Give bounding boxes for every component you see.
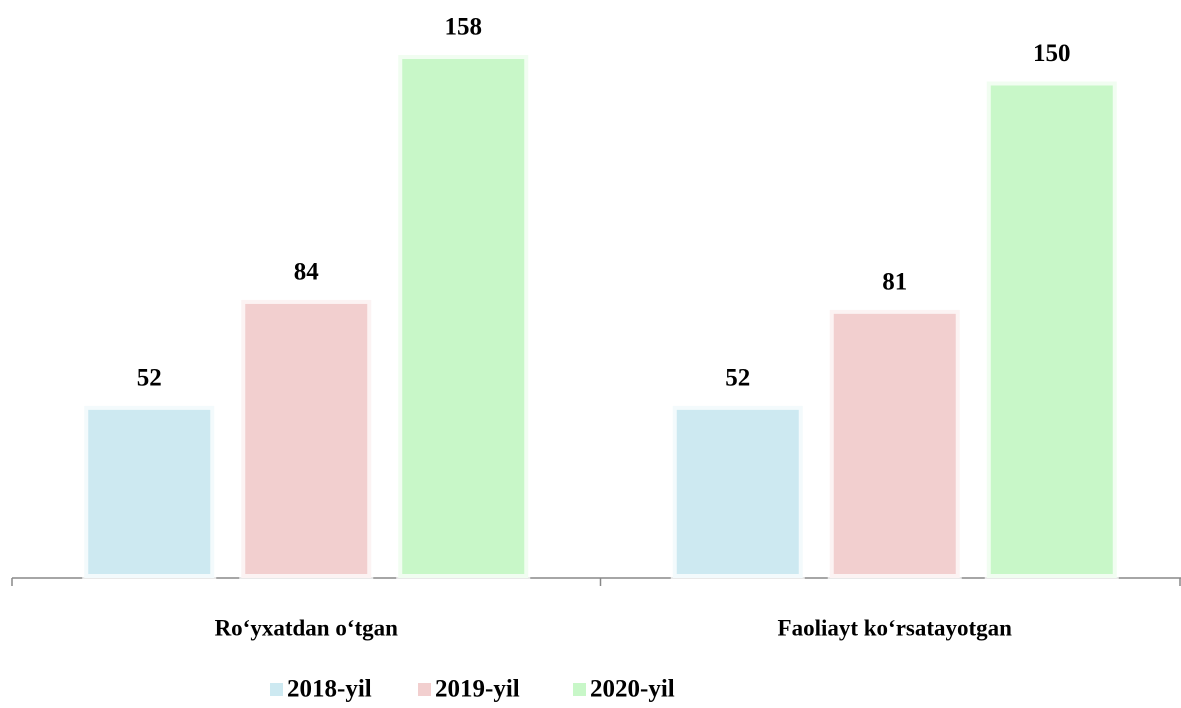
bar-bevel xyxy=(239,297,374,580)
x-tick-label: Faoliayt ko‘rsatayotgan xyxy=(778,615,1013,640)
x-tick-label: Ro‘yxatdan o‘tgan xyxy=(215,615,399,640)
legend-label: 2020-yil xyxy=(590,676,675,703)
bar-bevel xyxy=(396,53,531,580)
bar-fill xyxy=(84,405,215,578)
data-label: 81 xyxy=(882,269,907,296)
bar xyxy=(396,53,531,580)
bar xyxy=(670,403,805,580)
data-label: 84 xyxy=(294,259,320,286)
bar-bevel xyxy=(984,79,1119,580)
legend-swatch xyxy=(270,683,283,696)
data-label: 158 xyxy=(445,14,483,41)
bar-fill xyxy=(398,55,529,578)
bar xyxy=(82,403,217,580)
bar-bevel xyxy=(82,403,217,580)
legend-label: 2018-yil xyxy=(287,676,372,703)
bar xyxy=(827,307,962,580)
bar-bevel xyxy=(670,403,805,580)
data-label: 52 xyxy=(137,365,162,392)
data-label: 150 xyxy=(1033,40,1071,67)
bar xyxy=(239,297,374,580)
legend-swatch xyxy=(573,683,586,696)
legend-swatch xyxy=(418,683,431,696)
bar-fill xyxy=(986,81,1117,578)
legend-label: 2019-yil xyxy=(435,676,520,703)
bar-fill xyxy=(241,299,372,578)
bar xyxy=(984,79,1119,580)
bar-fill xyxy=(829,309,960,578)
bar-fill xyxy=(672,405,803,578)
bar-bevel xyxy=(827,307,962,580)
data-label: 52 xyxy=(725,365,750,392)
